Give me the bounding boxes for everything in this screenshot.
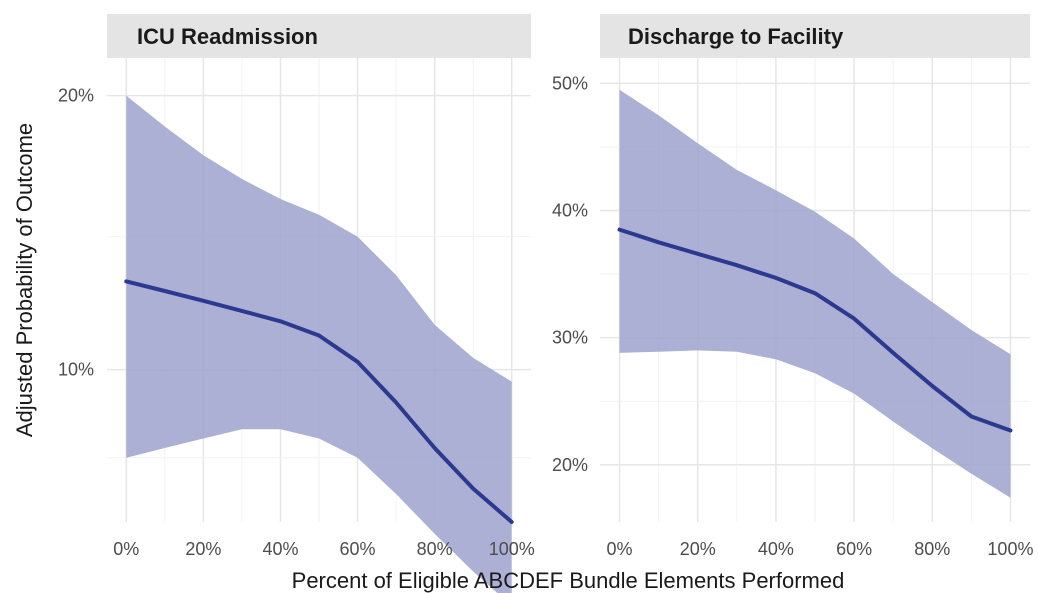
panel-discharge-to-facility: Discharge to Facility 0% 20% 40% 60% 80% 100% 2… xyxy=(552,14,1033,559)
y-tick-label: 40% xyxy=(552,201,588,221)
x-tick-label: 100% xyxy=(987,539,1033,559)
series-line xyxy=(124,279,514,524)
panel-title: ICU Readmission xyxy=(137,24,318,49)
x-tick-label: 0% xyxy=(607,539,633,559)
x-axis-title: Percent of Eligible ABCDEF Bundle Elemen… xyxy=(292,568,845,593)
panel-strip xyxy=(600,14,1030,58)
panel-icu-readmission: ICU Readmission 0% 20% 40% 60% 80% 100% 10% 20% xyxy=(58,14,535,593)
x-tick-label: 40% xyxy=(758,539,794,559)
series-line xyxy=(617,227,1013,433)
panel-title: Discharge to Facility xyxy=(628,24,844,49)
y-tick-label: 20% xyxy=(58,86,94,106)
y-tick-label: 10% xyxy=(58,360,94,380)
y-axis-title: Adjusted Probability of Outcome xyxy=(12,123,37,437)
x-tick-label: 60% xyxy=(836,539,872,559)
panel-strip xyxy=(107,14,531,58)
x-tick-label: 20% xyxy=(680,539,716,559)
x-tick-label: 40% xyxy=(262,539,298,559)
x-tick-label: 0% xyxy=(113,539,139,559)
x-tick-label: 20% xyxy=(185,539,221,559)
x-tick-label: 60% xyxy=(340,539,376,559)
x-tick-label: 80% xyxy=(914,539,950,559)
x-tick-label: 100% xyxy=(489,539,535,559)
x-tick-label: 80% xyxy=(417,539,453,559)
confidence-ribbon xyxy=(126,95,512,593)
y-tick-label: 30% xyxy=(552,328,588,348)
y-tick-label: 20% xyxy=(552,455,588,475)
y-tick-label: 50% xyxy=(552,73,588,93)
